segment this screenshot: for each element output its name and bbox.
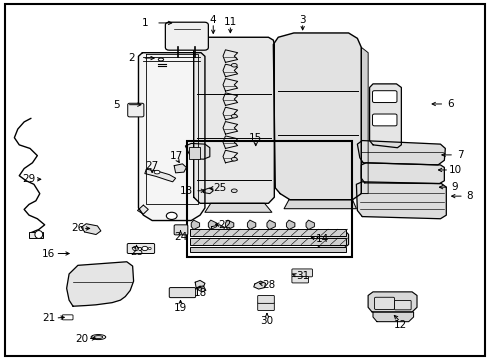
Bar <box>187 141 352 257</box>
Text: 15: 15 <box>249 133 262 143</box>
Ellipse shape <box>231 157 237 161</box>
Text: 25: 25 <box>213 183 226 193</box>
FancyBboxPatch shape <box>394 301 411 310</box>
Text: 4: 4 <box>210 15 217 26</box>
Ellipse shape <box>142 246 148 251</box>
Polygon shape <box>356 182 446 219</box>
Polygon shape <box>267 220 275 229</box>
FancyBboxPatch shape <box>169 288 196 298</box>
Bar <box>189 147 199 159</box>
Ellipse shape <box>154 170 160 174</box>
Text: 17: 17 <box>170 150 183 161</box>
FancyBboxPatch shape <box>292 276 309 283</box>
Text: 20: 20 <box>75 333 88 343</box>
Polygon shape <box>225 220 234 229</box>
Polygon shape <box>369 84 401 148</box>
Text: 21: 21 <box>42 313 55 323</box>
Polygon shape <box>254 281 266 289</box>
Text: 23: 23 <box>130 247 143 257</box>
Ellipse shape <box>166 212 177 220</box>
Polygon shape <box>191 220 199 229</box>
FancyBboxPatch shape <box>62 315 73 320</box>
Text: 31: 31 <box>296 271 309 281</box>
Text: 30: 30 <box>260 316 273 325</box>
Ellipse shape <box>35 230 43 238</box>
Polygon shape <box>145 169 175 182</box>
Bar <box>190 247 345 252</box>
FancyBboxPatch shape <box>128 103 144 117</box>
Text: 1: 1 <box>142 18 148 28</box>
Ellipse shape <box>158 58 164 61</box>
Polygon shape <box>247 220 256 229</box>
Ellipse shape <box>94 336 103 338</box>
Text: 19: 19 <box>174 303 187 314</box>
Polygon shape <box>67 262 134 306</box>
Polygon shape <box>174 164 186 173</box>
Text: 12: 12 <box>394 320 407 330</box>
Polygon shape <box>81 224 101 234</box>
Polygon shape <box>205 203 272 212</box>
Ellipse shape <box>91 334 106 339</box>
FancyBboxPatch shape <box>372 91 397 103</box>
Polygon shape <box>185 143 210 159</box>
Text: 22: 22 <box>218 220 231 230</box>
Polygon shape <box>361 163 444 184</box>
Ellipse shape <box>231 63 237 67</box>
Polygon shape <box>138 205 148 214</box>
FancyBboxPatch shape <box>165 22 208 50</box>
Text: 16: 16 <box>42 248 55 258</box>
Ellipse shape <box>148 247 151 249</box>
Text: 5: 5 <box>114 100 121 110</box>
Polygon shape <box>368 292 417 312</box>
Polygon shape <box>306 220 315 229</box>
FancyBboxPatch shape <box>374 297 394 310</box>
Text: 6: 6 <box>447 99 454 109</box>
FancyBboxPatch shape <box>258 303 274 311</box>
Polygon shape <box>373 312 414 321</box>
Polygon shape <box>139 53 205 221</box>
Polygon shape <box>357 140 445 165</box>
Text: 3: 3 <box>299 15 306 26</box>
Bar <box>29 231 43 238</box>
Text: 27: 27 <box>146 161 159 171</box>
Text: 8: 8 <box>466 191 473 201</box>
Text: 26: 26 <box>71 224 84 233</box>
Bar <box>190 238 345 244</box>
Polygon shape <box>287 220 295 229</box>
Text: 11: 11 <box>224 17 237 27</box>
Ellipse shape <box>231 114 237 118</box>
Text: 7: 7 <box>457 150 464 160</box>
FancyBboxPatch shape <box>258 296 274 303</box>
Ellipse shape <box>133 246 139 251</box>
Text: 2: 2 <box>128 53 135 63</box>
Polygon shape <box>208 220 217 229</box>
Polygon shape <box>203 188 213 194</box>
FancyBboxPatch shape <box>174 225 188 235</box>
Text: 29: 29 <box>23 174 36 184</box>
Ellipse shape <box>231 189 237 193</box>
Text: 13: 13 <box>180 186 193 196</box>
Polygon shape <box>197 286 206 292</box>
Polygon shape <box>194 37 274 203</box>
Bar <box>190 229 345 235</box>
Text: 28: 28 <box>262 280 275 290</box>
Polygon shape <box>273 33 361 200</box>
Text: 9: 9 <box>452 182 459 192</box>
FancyBboxPatch shape <box>127 243 155 253</box>
Polygon shape <box>195 280 205 288</box>
Text: 14: 14 <box>316 234 329 244</box>
Text: 24: 24 <box>174 232 187 242</box>
Polygon shape <box>284 200 356 209</box>
Text: 10: 10 <box>448 165 462 175</box>
Polygon shape <box>361 47 368 194</box>
FancyBboxPatch shape <box>372 114 397 126</box>
Polygon shape <box>318 231 348 250</box>
Text: 18: 18 <box>194 288 207 298</box>
Polygon shape <box>211 225 224 234</box>
FancyBboxPatch shape <box>292 269 313 277</box>
